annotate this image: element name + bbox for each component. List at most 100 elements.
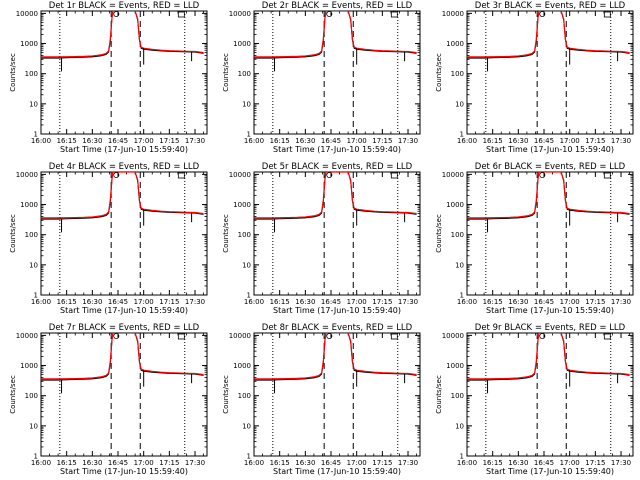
- x-tick-label: 16:15: [483, 298, 503, 306]
- x-tick-label: 17:15: [585, 137, 605, 145]
- y-tick-label: 10000: [442, 171, 464, 179]
- x-axis-label: Start Time (17-Jun-10 15:59:40): [486, 467, 614, 476]
- y-tick-label: 1: [460, 453, 464, 461]
- x-tick-label: 17:15: [159, 459, 179, 467]
- panel-title: Det 3r BLACK = Events, RED = LLD: [475, 1, 626, 11]
- plot-area: [467, 333, 630, 456]
- x-tick-label: 17:15: [372, 298, 392, 306]
- panel-title: Det 2r BLACK = Events, RED = LLD: [262, 1, 413, 11]
- y-tick-label: 10: [242, 261, 251, 269]
- x-tick-label: 16:00: [244, 137, 264, 145]
- x-tick-label: 16:15: [57, 459, 77, 467]
- plot-area: [41, 11, 204, 134]
- x-tick-label: 17:30: [611, 459, 631, 467]
- x-axis-label: Start Time (17-Jun-10 15:59:40): [486, 145, 614, 154]
- y-tick-label: 1000: [233, 40, 251, 48]
- panel-7: Det 7r BLACK = Events, RED = LLD 1 10 100 10…: [9, 323, 208, 476]
- x-tick-label: 16:45: [321, 298, 341, 306]
- y-axis-label: Counts/sec: [435, 375, 443, 414]
- x-tick-label: 16:45: [534, 459, 554, 467]
- square-marker: [177, 172, 185, 179]
- square-marker: [390, 11, 398, 18]
- y-tick-label: 1: [247, 131, 251, 139]
- series-line-lld: [254, 11, 417, 58]
- x-tick-label: 16:30: [508, 137, 528, 145]
- y-tick-label: 10000: [229, 10, 251, 18]
- plot-frame: [40, 171, 208, 296]
- y-axis-label: Counts/sec: [222, 214, 230, 253]
- x-tick-label: 17:30: [185, 137, 205, 145]
- x-axis-label: Start Time (17-Jun-10 15:59:40): [486, 306, 614, 315]
- x-tick-label: 17:00: [134, 137, 154, 145]
- circle-marker: [539, 333, 546, 340]
- series-line-events: [254, 172, 417, 220]
- panel-title: Det 7r BLACK = Events, RED = LLD: [49, 323, 200, 333]
- panel-title: Det 8r BLACK = Events, RED = LLD: [262, 323, 413, 333]
- x-tick-label: 16:45: [321, 137, 341, 145]
- square-marker: [390, 172, 398, 179]
- x-tick-label: 17:30: [398, 459, 418, 467]
- x-tick-label: 16:00: [457, 137, 477, 145]
- series-line-lld: [41, 11, 204, 58]
- plot-frame: [253, 10, 421, 135]
- x-tick-label: 17:00: [134, 298, 154, 306]
- series-line-events: [467, 11, 630, 59]
- y-axis-label: Counts/sec: [222, 53, 230, 92]
- series-line-lld: [467, 333, 630, 380]
- x-tick-label: 16:00: [457, 298, 477, 306]
- y-axis-label: Counts/sec: [9, 375, 17, 414]
- y-tick-label: 100: [25, 231, 38, 239]
- series-line-events: [254, 11, 417, 59]
- x-tick-label: 16:00: [244, 459, 264, 467]
- y-tick-label: 100: [238, 231, 251, 239]
- series-line-lld: [254, 333, 417, 380]
- plot-frame: [253, 171, 421, 296]
- y-tick-label: 1: [247, 292, 251, 300]
- y-tick-label: 10000: [16, 10, 38, 18]
- y-axis-label: Counts/sec: [9, 214, 17, 253]
- y-tick-label: 10: [242, 422, 251, 430]
- panel-2: Det 2r BLACK = Events, RED = LLD 1 10 100 10…: [222, 1, 421, 154]
- y-tick-label: 10: [455, 261, 464, 269]
- plot-area: [41, 333, 204, 456]
- x-tick-label: 16:30: [295, 137, 315, 145]
- y-tick-label: 10000: [16, 332, 38, 340]
- square-marker: [177, 11, 185, 18]
- x-tick-label: 16:30: [508, 298, 528, 306]
- y-tick-label: 10000: [16, 171, 38, 179]
- series-line-lld: [254, 172, 417, 219]
- panel-9: Det 9r BLACK = Events, RED = LLD 1 10 100 10…: [435, 323, 634, 476]
- y-tick-label: 1000: [233, 362, 251, 370]
- square-marker: [603, 11, 611, 18]
- series-line-events: [41, 11, 204, 59]
- plot-area: [467, 172, 630, 295]
- y-tick-label: 1000: [20, 201, 38, 209]
- x-tick-label: 17:00: [560, 298, 580, 306]
- y-tick-label: 1: [34, 453, 38, 461]
- y-tick-label: 1: [460, 131, 464, 139]
- series-line-lld: [467, 172, 630, 219]
- y-tick-label: 100: [238, 70, 251, 78]
- x-axis-label: Start Time (17-Jun-10 15:59:40): [273, 306, 401, 315]
- y-tick-label: 10: [242, 100, 251, 108]
- x-tick-label: 17:30: [398, 298, 418, 306]
- y-axis-label: Counts/sec: [435, 53, 443, 92]
- y-tick-label: 1: [460, 292, 464, 300]
- y-tick-label: 10: [29, 261, 38, 269]
- x-tick-label: 16:45: [108, 459, 128, 467]
- y-tick-label: 100: [25, 392, 38, 400]
- x-axis-label: Start Time (17-Jun-10 15:59:40): [60, 145, 188, 154]
- x-tick-label: 16:30: [82, 298, 102, 306]
- y-axis-label: Counts/sec: [435, 214, 443, 253]
- x-tick-label: 16:15: [57, 137, 77, 145]
- x-tick-label: 17:00: [560, 459, 580, 467]
- plot-frame: [466, 332, 634, 457]
- panel-8: Det 8r BLACK = Events, RED = LLD 1 10 100 10…: [222, 323, 421, 476]
- y-tick-label: 100: [238, 392, 251, 400]
- x-tick-label: 17:30: [611, 298, 631, 306]
- series-line-events: [467, 333, 630, 381]
- circle-marker: [326, 11, 333, 18]
- x-tick-label: 16:00: [31, 137, 51, 145]
- y-tick-label: 1000: [20, 362, 38, 370]
